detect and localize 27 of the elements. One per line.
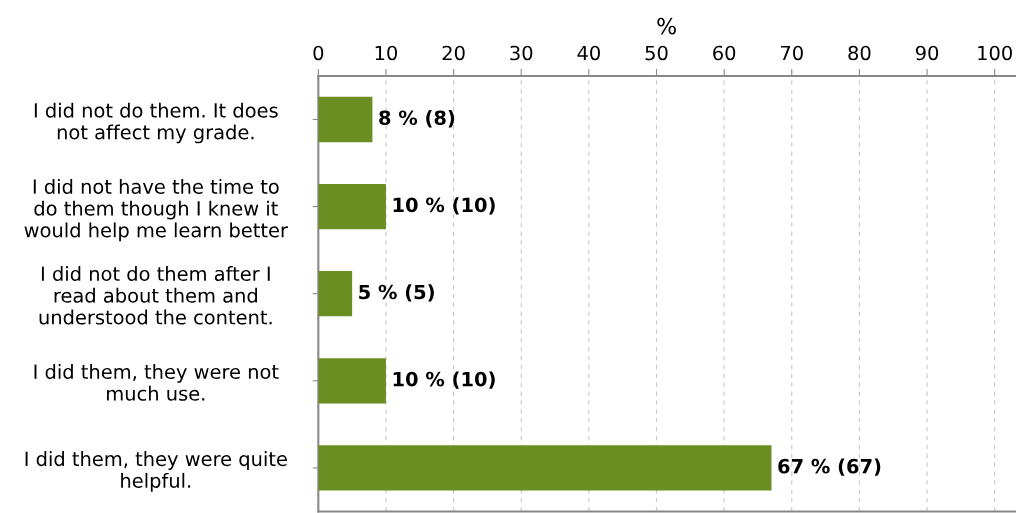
- y-tick-label: I did them, they were quite helpful.: [25, 451, 287, 492]
- x-tick-label: 0: [313, 45, 324, 61]
- y-tick-label: I did not have the time to do them though I knew it would help me learn better: [24, 178, 288, 242]
- x-tick-label: 70: [780, 45, 803, 61]
- x-axis-title: %: [657, 17, 676, 35]
- bar: [318, 271, 353, 317]
- x-tick-label: 100: [978, 45, 1012, 61]
- y-tick-label: I did them, they were not much use.: [34, 364, 279, 401]
- data-label: 10 % (10): [393, 197, 495, 215]
- x-tick-label: 50: [645, 45, 668, 61]
- y-tick-label: I did not do them. It does not affect my grade.: [34, 102, 278, 144]
- y-tick-label: I did not do them after I read about them and understood the content.: [39, 266, 272, 325]
- x-tick-label: 30: [510, 45, 533, 61]
- bar: [318, 183, 386, 230]
- x-tick-label: 80: [848, 45, 871, 61]
- data-label: 67 % (67): [778, 458, 881, 476]
- x-tick-label: 40: [577, 45, 600, 61]
- bar: [318, 358, 386, 404]
- x-tick-label: 10: [375, 45, 398, 61]
- x-tick-label: 20: [442, 45, 465, 61]
- data-label: 5 % (5): [359, 284, 434, 302]
- data-label: 8 % (8): [379, 110, 455, 128]
- data-label: 10 % (10): [393, 371, 495, 389]
- bar: [318, 96, 373, 143]
- bar: [318, 445, 772, 491]
- x-tick-label: 60: [713, 45, 736, 61]
- x-tick-label: 90: [915, 45, 939, 61]
